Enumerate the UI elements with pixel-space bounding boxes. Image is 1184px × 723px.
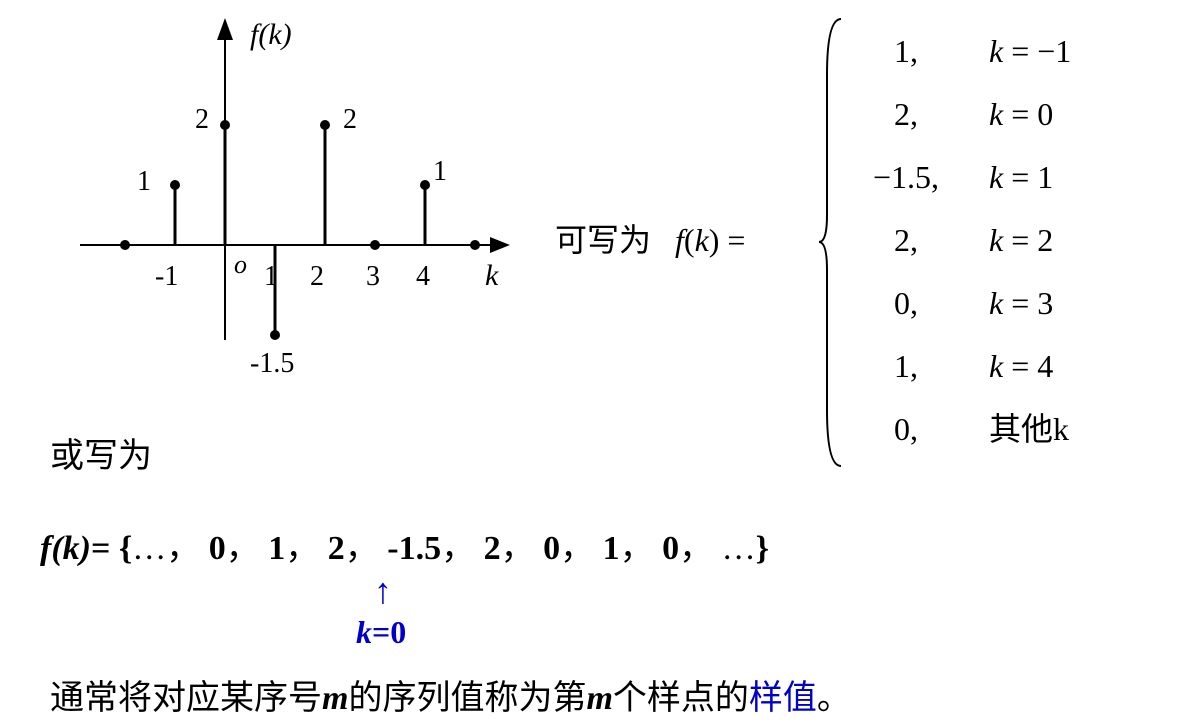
case-cond: k = 0 xyxy=(989,83,1053,146)
case-cond: k = 4 xyxy=(989,335,1053,398)
or-written-label: 或写为 xyxy=(50,428,152,477)
case-cond: k = −1 xyxy=(989,20,1071,83)
stem-point xyxy=(420,180,430,190)
case-value: 1, xyxy=(851,20,961,83)
seq-item: 0 xyxy=(662,530,679,567)
case-row: 0, k = 3 xyxy=(851,272,1071,335)
formula-f: f xyxy=(675,222,684,258)
bottom-m1: m xyxy=(322,680,348,717)
seq-sep: ， xyxy=(679,530,713,567)
stem-point xyxy=(120,240,130,250)
case-cond: 其他k xyxy=(989,398,1069,461)
case-row: 2, k = 0 xyxy=(851,83,1071,146)
bottom-sentence: 通常将对应某序号m的序列值称为第m个样点的样值。 xyxy=(50,670,851,719)
bottom-highlight: 样值 xyxy=(749,680,817,717)
k-zero-k: k xyxy=(356,614,372,650)
seq-item: 1 xyxy=(603,530,620,567)
case-value: 0, xyxy=(851,398,961,461)
stem-value-label: 2 xyxy=(195,104,209,135)
bottom-t3: 个样点的 xyxy=(613,680,749,717)
case-row: −1.5, k = 1 xyxy=(851,146,1071,209)
seq-sep: ， xyxy=(226,530,260,567)
case-cond: k = 2 xyxy=(989,209,1053,272)
stem-point xyxy=(470,240,480,250)
y-axis-arrow xyxy=(217,18,233,40)
formula-kparen: (k) xyxy=(684,222,720,258)
arrow-up-icon: ↑ xyxy=(374,570,392,612)
seq-item: 1 xyxy=(268,530,285,567)
y-axis-label: f(k) xyxy=(250,18,292,51)
seq-item: … xyxy=(722,530,756,567)
seq-sep: ， xyxy=(620,530,654,567)
seq-sep: ， xyxy=(285,530,319,567)
seq-item: -1.5 xyxy=(387,530,441,567)
x-axis-label: k xyxy=(485,259,499,292)
formula-k: k xyxy=(695,222,709,258)
piecewise-formula: 可写为 f(k) = 1, k = −1 2, k = 0 −1.5, k = … xyxy=(555,10,1175,460)
bottom-t4: 。 xyxy=(817,680,851,717)
seq-item: 2 xyxy=(484,530,501,567)
seq-sep: ， xyxy=(345,530,379,567)
seq-suffix: } xyxy=(756,530,769,567)
stem-value-label: 1 xyxy=(137,166,151,197)
case-value: 0, xyxy=(851,272,961,335)
case-value: 2, xyxy=(851,83,961,146)
case-cond: k = 3 xyxy=(989,272,1053,335)
case-row: 0, 其他k xyxy=(851,398,1071,461)
stem-point xyxy=(270,330,280,340)
x-tick-label: -1 xyxy=(155,261,178,292)
bottom-t2: 的序列值称为第 xyxy=(348,680,586,717)
stem-point xyxy=(370,240,380,250)
seq-sep: ， xyxy=(501,530,535,567)
stem-point xyxy=(220,120,230,130)
seq-item: 0 xyxy=(209,530,226,567)
seq-sep: ， xyxy=(441,530,475,567)
origin-label: o xyxy=(234,250,247,279)
case-row: 1, k = −1 xyxy=(851,20,1071,83)
stem-point xyxy=(320,120,330,130)
x-tick-label: 4 xyxy=(416,261,430,292)
case-row: 2, k = 2 xyxy=(851,209,1071,272)
case-row: 1, k = 4 xyxy=(851,335,1071,398)
k-zero-eq: =0 xyxy=(372,614,406,650)
stem-value-label: -1.5 xyxy=(250,348,294,379)
bottom-t1: 通常将对应某序号 xyxy=(50,680,322,717)
case-value: 1, xyxy=(851,335,961,398)
case-value: −1.5, xyxy=(851,146,961,209)
left-brace-icon xyxy=(817,15,847,470)
seq-f: f xyxy=(40,530,51,567)
seq-sep: ， xyxy=(560,530,594,567)
formula-intro-text: 可写为 xyxy=(555,222,651,258)
stem-chart-svg: f(k) k o 1 -1 2 1 -1.5 2 2 xyxy=(50,10,530,390)
x-tick-label: 2 xyxy=(310,261,324,292)
stem-point xyxy=(170,180,180,190)
seq-item: 2 xyxy=(328,530,345,567)
x-axis-arrow xyxy=(490,237,510,253)
bottom-m2: m xyxy=(586,680,612,717)
k-zero-label: k=0 xyxy=(356,614,406,651)
x-tick-label: 1 xyxy=(264,261,278,292)
case-value: 2, xyxy=(851,209,961,272)
stem-value-label: 1 xyxy=(433,156,447,187)
case-cond: k = 1 xyxy=(989,146,1053,209)
formula-lhs: 可写为 f(k) = xyxy=(555,215,745,261)
x-tick-label: 3 xyxy=(366,261,380,292)
stem-value-label: 2 xyxy=(343,104,357,135)
seq-item: … xyxy=(132,530,166,567)
page-root: f(k) k o 1 -1 2 1 -1.5 2 2 xyxy=(0,0,1184,723)
stem-chart: f(k) k o 1 -1 2 1 -1.5 2 2 xyxy=(50,10,530,390)
seq-sep: ， xyxy=(166,530,200,567)
cases-table: 1, k = −1 2, k = 0 −1.5, k = 1 2, k = 2 … xyxy=(851,20,1071,461)
seq-k: (k) xyxy=(51,530,91,567)
seq-item: 0 xyxy=(543,530,560,567)
formula-eq: = xyxy=(719,222,745,258)
sequence-expression: f(k)= {…， 0， 1， 2， -1.5， 2， 0， 1， 0， …} xyxy=(40,520,769,569)
seq-eq: = { xyxy=(91,530,132,567)
